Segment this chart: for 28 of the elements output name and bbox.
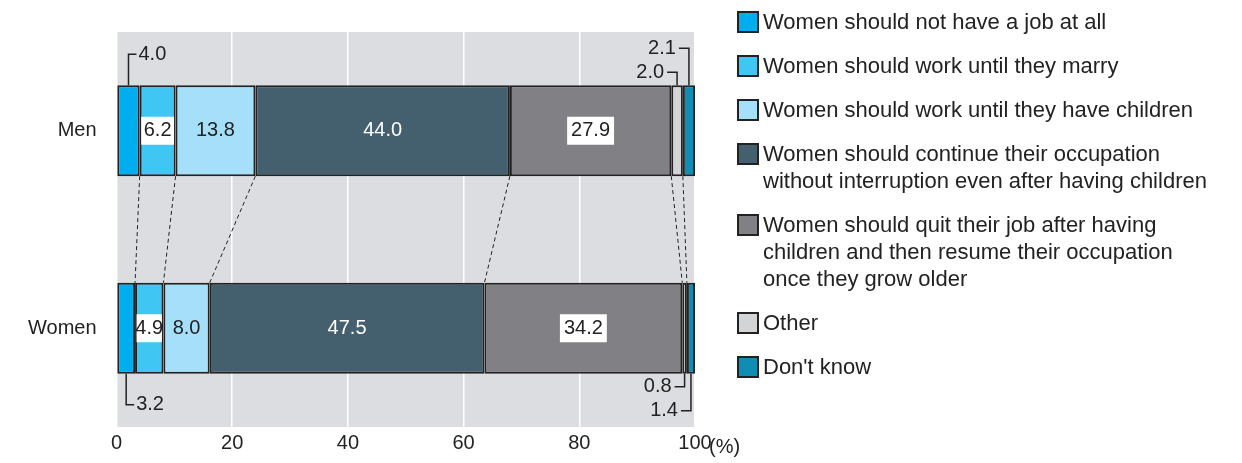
legend-label: Women should work until they marry bbox=[763, 52, 1120, 79]
x-tick-label: 60 bbox=[452, 430, 475, 453]
legend-label: Women should work until they have children bbox=[763, 96, 1195, 123]
data-label: 34.2 bbox=[563, 315, 603, 338]
x-tick-label: 20 bbox=[221, 430, 244, 453]
data-label: 44.0 bbox=[363, 118, 403, 141]
y-tick-label: Women bbox=[28, 315, 97, 338]
x-axis-title: (%) bbox=[709, 434, 741, 457]
data-label: 1.4 bbox=[650, 398, 678, 421]
legend-label: Women should quit their job after having children and then resume their occupation once they grow older bbox=[763, 211, 1174, 292]
legend-label: Women should not have a job at all bbox=[763, 8, 1108, 35]
legend-label: Women should continue their occupation without interruption even after having children bbox=[763, 140, 1208, 194]
text: Other bbox=[763, 309, 820, 336]
data-label: 3.2 bbox=[136, 392, 164, 415]
data-label: 2.0 bbox=[636, 59, 665, 82]
x-tick-label: 40 bbox=[336, 430, 360, 453]
data-label: 0.8 bbox=[643, 374, 672, 397]
data-label: 27.9 bbox=[571, 118, 611, 141]
data-label: 2.1 bbox=[648, 35, 676, 58]
data-label: 4.0 bbox=[138, 41, 167, 64]
data-label: 13.8 bbox=[195, 118, 235, 141]
legend-label: Don't know bbox=[763, 353, 873, 380]
y-tick-label: Men bbox=[57, 118, 97, 141]
x-tick-label: 80 bbox=[568, 430, 591, 453]
x-tick-label: 0 bbox=[110, 430, 123, 453]
data-label: 6.2 bbox=[143, 118, 172, 141]
data-label: 47.5 bbox=[327, 315, 367, 338]
data-label: 8.0 bbox=[172, 315, 201, 338]
